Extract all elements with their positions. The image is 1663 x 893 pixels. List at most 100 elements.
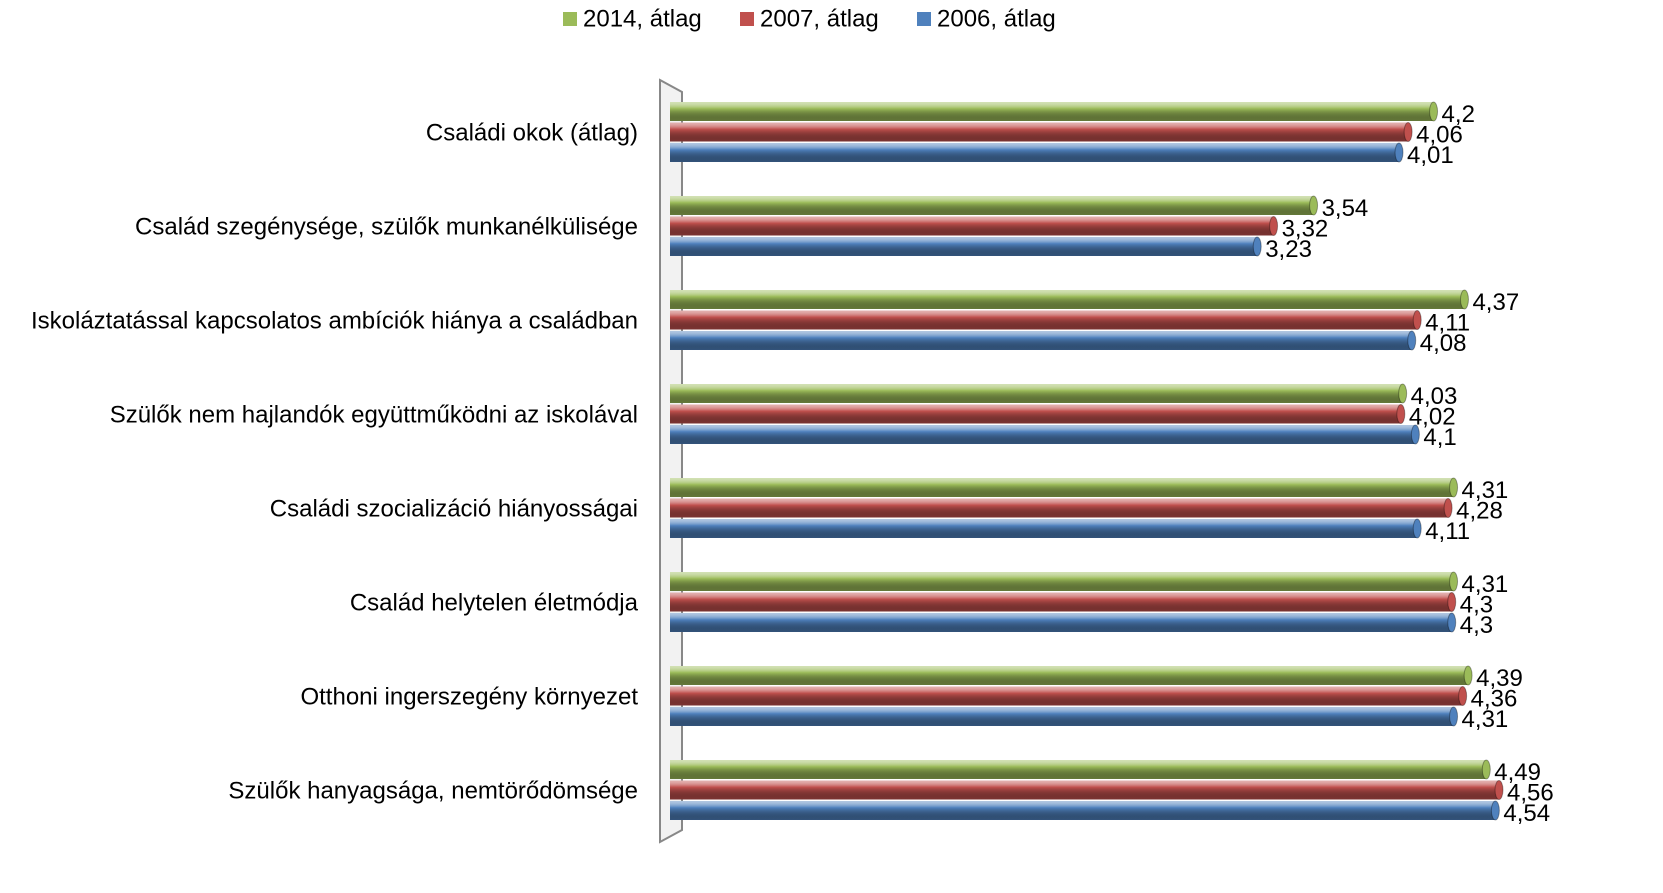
data-label: 4,3 [1460, 612, 1493, 639]
data-label: 4,11 [1425, 309, 1470, 336]
data-label: 4,03 [1411, 383, 1458, 410]
bar-cap [1458, 686, 1468, 706]
data-label: 4,3 [1460, 591, 1493, 618]
bar-shade [670, 331, 1412, 350]
legend-label: 2007, átlag [760, 5, 879, 32]
bar-cap [1443, 498, 1453, 518]
y-tick-label: Családi okok (átlag) [426, 119, 638, 146]
legend-label: 2006, átlag [937, 5, 1056, 32]
bar-cap [1449, 706, 1459, 727]
bar [670, 571, 1459, 592]
legend-swatch [740, 12, 754, 26]
data-label: 4,1 [1423, 424, 1456, 451]
bar-shade [670, 425, 1416, 444]
bar [670, 477, 1459, 498]
bar-shade [670, 478, 1454, 497]
bar-shade [670, 707, 1454, 726]
legend-swatch [917, 12, 931, 26]
y-tick-label: Család szegénysége, szülők munkanélkülis… [135, 213, 638, 240]
bar [670, 289, 1469, 310]
bar-shade [670, 122, 1409, 142]
bar-cap [1309, 195, 1319, 216]
bar-cap [1252, 236, 1262, 257]
bar [670, 383, 1408, 404]
bar-cap [1412, 518, 1422, 539]
bar-cap [1447, 592, 1457, 612]
bar [670, 195, 1319, 216]
bar-cap [1398, 383, 1408, 404]
bar-shade [670, 592, 1452, 612]
y-tick-label: Iskoláztatással kapcsolatos ambíciók hiá… [31, 307, 638, 334]
bar [670, 404, 1406, 424]
bar [670, 216, 1279, 236]
legend-label: 2014, átlag [583, 5, 702, 32]
data-label: 4,49 [1494, 759, 1541, 786]
bar [670, 122, 1413, 142]
data-label: 4,31 [1462, 706, 1509, 733]
bar-shade [670, 780, 1500, 800]
bar-cap [1490, 800, 1500, 821]
bar-cap [1481, 759, 1491, 780]
bar-cap [1449, 477, 1459, 498]
bar [670, 498, 1453, 518]
bar-shade [670, 237, 1258, 256]
y-tick-label: Családi szocializáció hiányosságai [270, 495, 638, 522]
chart-wall [659, 78, 683, 844]
bar-shade [670, 384, 1403, 403]
bar-cap [1447, 612, 1457, 633]
bar [670, 759, 1491, 780]
bar-shade [670, 666, 1469, 685]
bar-cap [1459, 289, 1469, 310]
bar-shade [670, 290, 1465, 309]
bar-shade [670, 760, 1487, 779]
y-tick-label: Otthoni ingerszegény környezet [300, 683, 638, 710]
bar [670, 424, 1420, 445]
bar-cap [1410, 424, 1420, 445]
bar-cap [1269, 216, 1279, 236]
bar-cap [1403, 122, 1413, 142]
bar-cap [1494, 780, 1504, 800]
data-label: 4,2 [1442, 101, 1475, 128]
data-label: 4,31 [1462, 477, 1509, 504]
bar [670, 236, 1262, 257]
bar [670, 330, 1417, 351]
bar-shade [670, 686, 1463, 706]
bar-shade [670, 102, 1434, 121]
data-label: 4,56 [1507, 779, 1554, 806]
bar-shade [670, 143, 1400, 162]
bar [670, 686, 1468, 706]
data-label: 4,36 [1471, 685, 1518, 712]
data-label: 4,08 [1420, 330, 1467, 357]
y-tick-label: Szülők nem hajlandók együttműködni az is… [110, 401, 638, 428]
bar-shade [670, 310, 1418, 330]
bar [670, 665, 1473, 686]
data-label: 3,32 [1282, 215, 1329, 242]
bar-cap [1407, 330, 1417, 351]
bar-shade [670, 519, 1418, 538]
bar-shade [670, 572, 1454, 591]
bar [670, 101, 1439, 122]
data-label: 4,11 [1425, 518, 1470, 545]
data-label: 4,31 [1462, 571, 1509, 598]
data-label: 4,54 [1503, 800, 1550, 827]
bar-shade [670, 613, 1452, 632]
bar [670, 800, 1500, 821]
bar-cap [1396, 404, 1406, 424]
data-label: 4,06 [1416, 121, 1463, 148]
data-label: 4,39 [1476, 665, 1523, 692]
bar-shade [670, 498, 1449, 518]
bar [670, 518, 1422, 539]
bar [670, 780, 1504, 800]
bar-shade [670, 404, 1401, 424]
bar [670, 612, 1457, 633]
bar-shade [670, 801, 1496, 820]
legend-swatch [563, 12, 577, 26]
bar-cap [1463, 665, 1473, 686]
data-label: 3,23 [1265, 236, 1312, 263]
y-tick-label: Család helytelen életmódja [350, 589, 639, 616]
bar [670, 142, 1404, 163]
bar [670, 592, 1457, 612]
bar [670, 310, 1422, 330]
data-label: 3,54 [1322, 195, 1369, 222]
